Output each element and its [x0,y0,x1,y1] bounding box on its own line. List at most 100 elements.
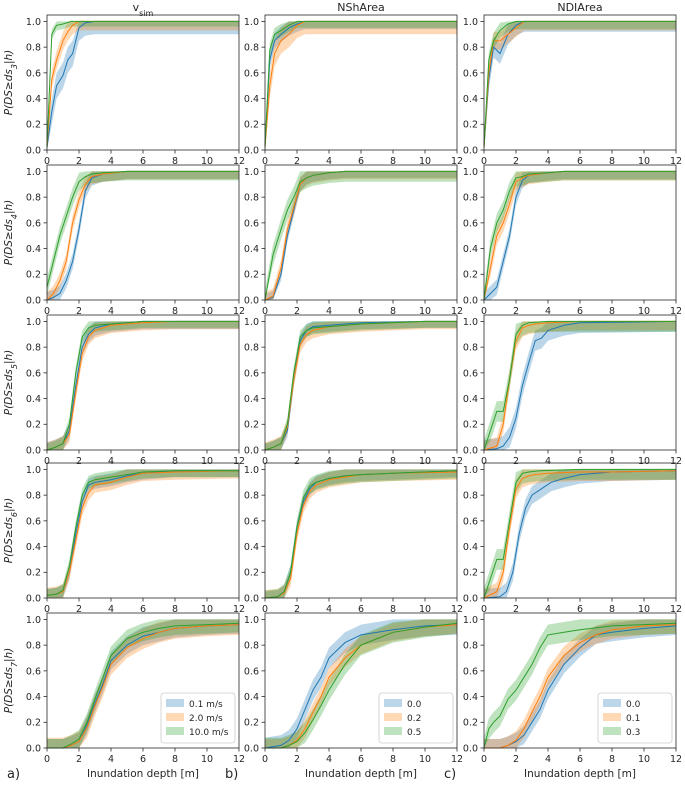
x-tick-label: 2 [513,456,519,467]
y-tick-label: 0.6 [244,218,259,229]
line-series-1 [264,624,458,749]
y-tick-label: 0.8 [244,641,259,652]
column-title-main: v [133,1,140,14]
y-tick-label: 0.2 [244,718,259,729]
band-series-3 [47,619,239,748]
line-series-1 [264,470,458,599]
legend-swatch [384,713,402,721]
y-tick-label: 0.4 [244,692,259,703]
x-tick-label: 4 [326,604,332,615]
y-tick-label: 1.0 [244,317,259,328]
x-tick-label: 0 [44,754,50,765]
y-tick-label: 0.2 [244,270,259,281]
y-tick-label: 0.4 [463,542,478,553]
x-tick-label: 10 [201,604,213,615]
y-tick-label: 0.4 [463,692,478,703]
x-tick-label: 12 [670,456,682,467]
x-tick-label: 2 [76,754,82,765]
line-series-2 [483,20,676,148]
line-series-3 [264,320,457,451]
x-tick-label: 10 [638,306,650,317]
band-series-2 [265,321,457,450]
line-series-3 [483,468,676,599]
line-series-2 [483,470,677,599]
legend: 0.0 0.1 0.3 [597,692,673,744]
y-axis-label-pre: P(DS≥ds [3,517,15,564]
legend-label: 0.1 [626,714,640,724]
x-tick-label: 12 [451,156,463,167]
x-tick-label: 2 [76,604,82,615]
band-series-1 [484,321,676,450]
legend-swatch [166,727,184,735]
band-series-2 [265,619,457,748]
y-tick-label: 0.2 [26,568,41,579]
y-tick-label: 0.2 [26,718,41,729]
line-series-1 [483,20,676,148]
y-tick-label: 0.0 [244,593,259,604]
x-tick-label: 0 [481,456,487,467]
x-tick-label: 6 [577,754,583,765]
column-title: NShArea [337,1,385,14]
x-tick-label: 10 [419,156,431,167]
y-tick-label: 1.0 [26,167,41,178]
y-tick-label: 0.0 [26,743,41,754]
x-tick-label: 8 [609,754,615,765]
x-tick-label: 8 [172,604,178,615]
x-tick-label: 4 [326,306,332,317]
x-tick-label: 8 [390,456,396,467]
x-tick-label: 12 [233,156,245,167]
x-tick-label: 6 [140,604,146,615]
band-series-3 [484,619,676,748]
y-tick-label: 0.6 [463,666,478,677]
x-tick-label: 4 [108,604,114,615]
legend-swatch [166,713,184,721]
x-tick-label: 10 [419,754,431,765]
column-title: vsim [133,1,154,18]
x-tick-label: 4 [545,754,551,765]
y-axis-label-sub: 4 [10,214,19,219]
x-tick-label: 2 [76,456,82,467]
band-series-1 [47,469,239,598]
band-series-1 [47,619,239,748]
band-series-1 [47,21,239,151]
x-tick-label: 0 [44,156,50,167]
panel-r5-c1: 0 2 4 6 8 10 12 0.0 0.2 0.4 0.6 0.8 1.0 0.1 m/s 2.0 m/… [26,612,245,765]
legend-swatch [603,713,621,721]
column-title-main: NShArea [337,1,385,14]
y-axis-label-post: |h) [3,648,15,662]
x-tick-label: 0 [44,456,50,467]
y-tick-label: 0.4 [244,542,259,553]
y-tick-label: 1.0 [463,317,478,328]
legend-box [378,692,454,744]
y-tick-label: 1.0 [463,167,478,178]
legend-swatch [384,727,402,735]
legend-label: 10.0 m/s [189,728,229,738]
line-series-1 [46,470,239,596]
y-tick-label: 0.6 [244,68,259,79]
y-tick-label: 0.8 [463,343,478,354]
y-tick-label: 0.0 [463,295,478,306]
x-tick-label: 0 [262,306,268,317]
legend-box [160,692,236,744]
y-tick-label: 0.0 [463,593,478,604]
line-series-3 [264,20,457,148]
band-series-3 [265,171,457,300]
x-tick-label: 4 [545,156,551,167]
y-axis-label-sub: 5 [10,364,19,369]
line-series-1 [483,320,677,451]
panel-r5-c3: 0 2 4 6 8 10 12 0.0 0.2 0.4 0.6 0.8 1.0 0.0 0.1 0.3 [463,612,682,765]
y-tick-label: 0.6 [26,218,41,229]
band-series-3 [484,171,676,300]
y-tick-label: 0.2 [26,270,41,281]
x-tick-label: 2 [513,306,519,317]
y-tick-label: 0.2 [26,120,41,131]
y-axis-label-post: |h) [3,350,15,364]
y-tick-label: 0.8 [26,491,41,502]
x-tick-label: 8 [609,456,615,467]
y-tick-label: 0.4 [26,244,41,255]
y-tick-label: 0.8 [26,193,41,204]
line-series-2 [47,624,240,749]
x-tick-label: 6 [358,306,364,317]
y-tick-label: 0.0 [26,445,41,456]
x-tick-label: 6 [577,456,583,467]
